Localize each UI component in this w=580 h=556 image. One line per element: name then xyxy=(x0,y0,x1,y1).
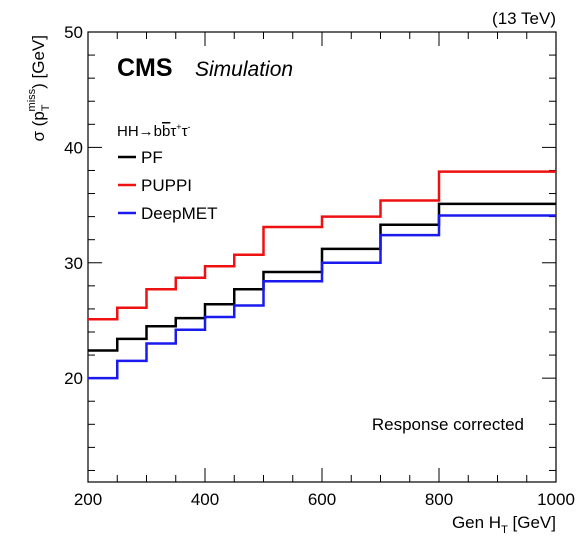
y-tick-label: 30 xyxy=(64,254,83,273)
energy-label: (13 TeV) xyxy=(492,9,556,28)
experiment-label: CMS xyxy=(117,54,173,82)
series-lines xyxy=(88,170,556,380)
x-tick-label: 800 xyxy=(425,490,453,509)
x-tick-label: 400 xyxy=(191,490,219,509)
y-axis-title: σ (pTmiss) [GeV] xyxy=(26,35,52,142)
series-deepmet-line xyxy=(88,214,556,380)
legend: HH→bbτ+τ- PF PUPPI DeepMET xyxy=(117,122,218,223)
x-tick-label: 200 xyxy=(74,490,102,509)
legend-label: DeepMET xyxy=(141,204,218,223)
axis-ticks: 200 400 600 800 1000 20 30 40 50 xyxy=(64,23,575,509)
y-tick-label: 50 xyxy=(64,23,83,42)
legend-items: PF PUPPI DeepMET xyxy=(118,148,218,223)
legend-label: PF xyxy=(141,148,163,167)
y-tick-label: 40 xyxy=(64,138,83,157)
legend-title: HH→bbτ+τ- xyxy=(117,122,191,140)
y-tick-label: 20 xyxy=(64,369,83,388)
x-axis-title: Gen HT [GeV] xyxy=(452,513,556,536)
status-label: Simulation xyxy=(195,58,293,81)
annotation: Response corrected xyxy=(372,415,524,434)
x-tick-label: 600 xyxy=(308,490,336,509)
series-pf-line xyxy=(88,202,556,352)
legend-label: PUPPI xyxy=(141,176,192,195)
series-puppi-line xyxy=(88,170,556,321)
x-tick-label: 1000 xyxy=(537,490,575,509)
